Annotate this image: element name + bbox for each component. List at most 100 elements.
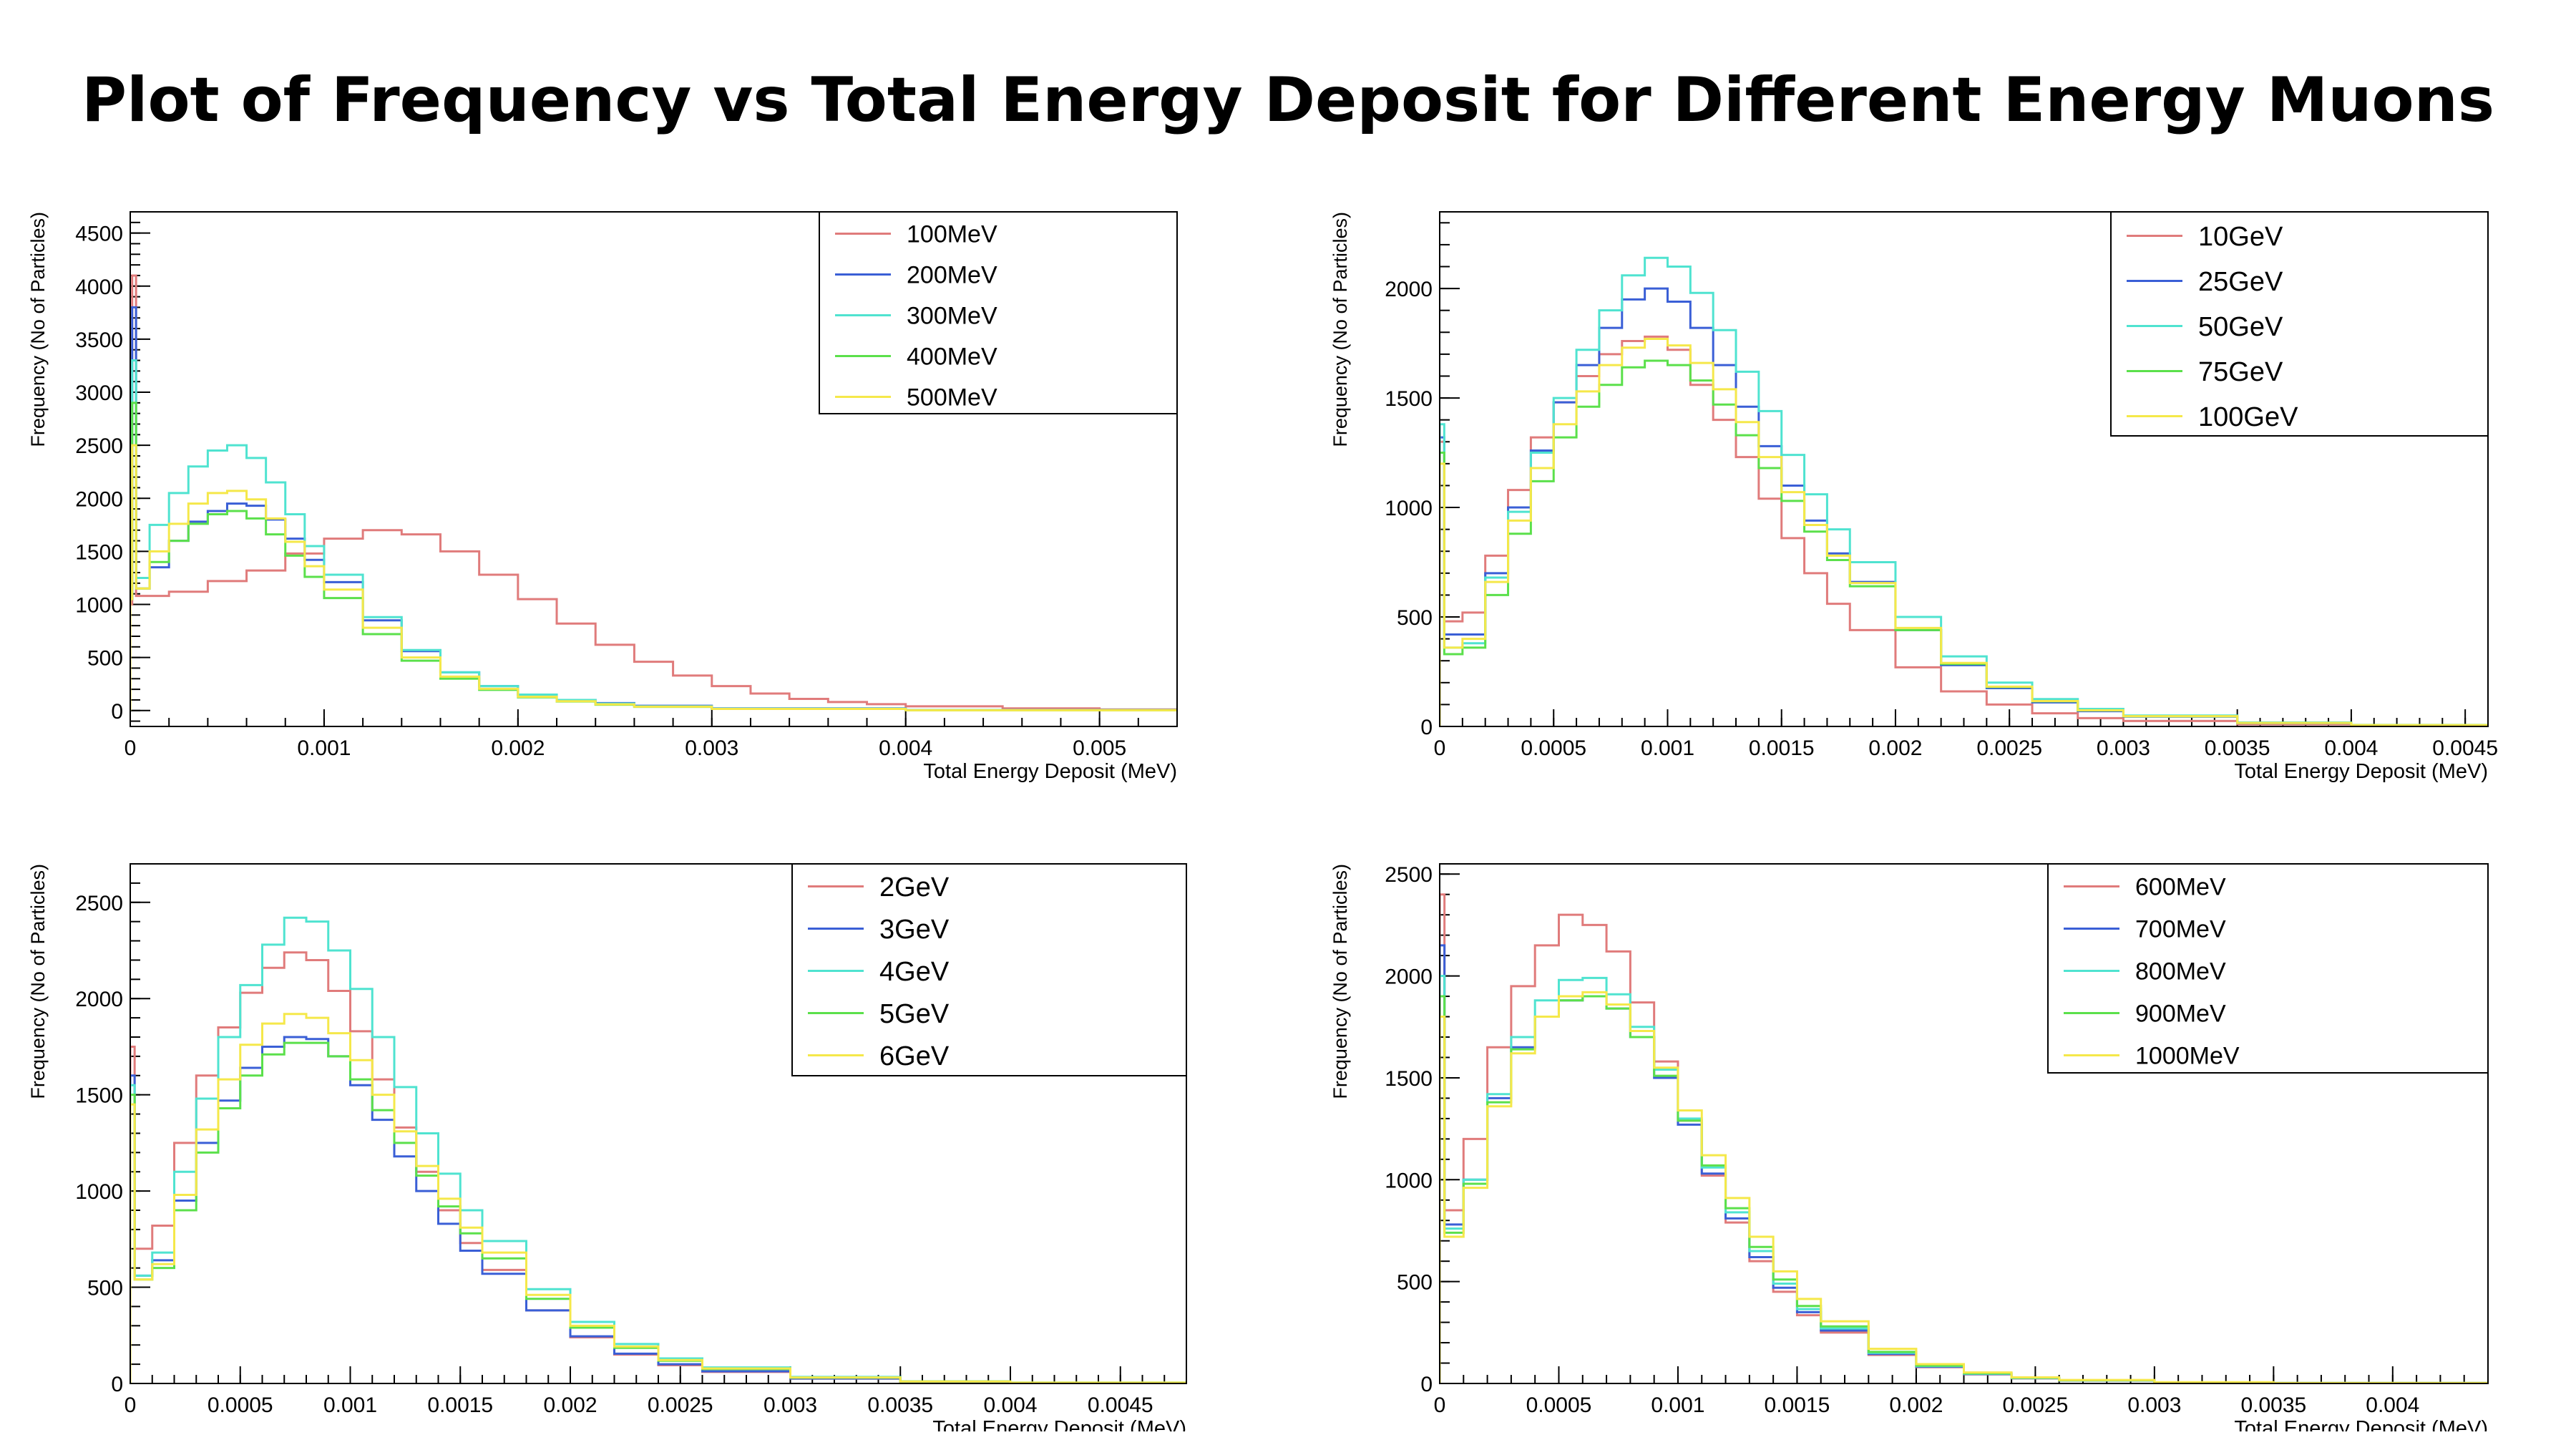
legend-box (2047, 863, 2489, 1074)
x-tick-label: 0.001 (297, 736, 351, 760)
legend-label: 100MeV (907, 220, 997, 248)
plot-frame (130, 211, 1178, 727)
legend-box (2110, 211, 2489, 437)
x-axis-label: Total Energy Deposit (MeV) (923, 760, 1177, 783)
chart-panel-3: 0 500 1000 1500 2000 2500 0 0.0005 0.001 0.0015 0.… (0, 845, 1216, 1435)
y-tick-label: 2500 (75, 434, 123, 458)
legend-label: 300MeV (907, 302, 997, 329)
x-tick-label: 0.004 (983, 1393, 1037, 1417)
y-tick-label: 2500 (75, 892, 123, 915)
x-tick-label: 0.005 (1073, 736, 1126, 760)
x-tick-label: 0.001 (1651, 1393, 1704, 1417)
x-tick-label: 0.0005 (208, 1393, 273, 1417)
y-tick-label: 3500 (75, 329, 123, 352)
histogram-chart: 0 500 1000 1500 2000 0 0.0005 0.001 0.0015 0.002 0… (1330, 211, 2498, 783)
y-tick-label: 1500 (75, 540, 123, 564)
series-line-1000MeV (1440, 991, 2488, 1383)
legend-label: 800MeV (2135, 958, 2226, 985)
x-axis-label: Total Energy Deposit (MeV) (932, 1417, 1186, 1431)
legend-label: 10GeV (2198, 222, 2283, 252)
legend-label: 2GeV (879, 872, 950, 903)
y-tick-label: 500 (1397, 606, 1433, 630)
histogram-chart: 0 500 1000 1500 2000 2500 3000 3500 4000 4500 0 0.0… (27, 211, 1178, 783)
y-tick-label: 2000 (75, 988, 123, 1011)
x-tick-label: 0.0025 (2003, 1393, 2069, 1417)
plot-frame (130, 863, 1187, 1384)
x-tick-label: 0.001 (323, 1393, 377, 1417)
legend-label: 3GeV (879, 915, 950, 945)
y-tick-label: 1500 (75, 1084, 123, 1108)
legend-label: 200MeV (907, 261, 997, 288)
legend-label: 5GeV (879, 999, 950, 1029)
plot-frame (1439, 863, 2489, 1384)
x-tick-label: 0.004 (2366, 1393, 2419, 1417)
x-tick-label: 0.002 (491, 736, 545, 760)
y-tick-label: 3000 (75, 381, 123, 405)
series-line-5GeV (130, 1041, 1186, 1383)
x-tick-label: 0.0005 (1526, 1393, 1592, 1417)
y-tick-label: 500 (1397, 1271, 1433, 1295)
x-tick-label: 0.002 (1868, 736, 1922, 760)
x-tick-label: 0.0015 (1765, 1393, 1830, 1417)
x-tick-label: 0.0025 (1976, 736, 2042, 760)
series-line-100GeV (1440, 337, 2488, 726)
x-tick-label: 0.003 (2097, 736, 2150, 760)
histogram-chart: 0 500 1000 1500 2000 2500 0 0.0005 0.001 0.0015 0.… (27, 863, 1187, 1435)
legend-label: 500MeV (907, 384, 997, 411)
x-tick-label: 0.002 (1889, 1393, 1943, 1417)
y-tick-label: 0 (1420, 716, 1433, 739)
x-tick-label: 0.0045 (2432, 736, 2498, 760)
series-line-50GeV (1440, 256, 2488, 726)
y-tick-label: 1000 (1385, 1169, 1433, 1192)
y-tick-label: 2500 (1385, 863, 1433, 887)
x-tick-label: 0.003 (763, 1393, 817, 1417)
x-tick-label: 0.003 (2127, 1393, 2181, 1417)
x-tick-label: 0.0025 (648, 1393, 713, 1417)
chart-panel-2: 0 500 1000 1500 2000 0 0.0005 0.001 0.0015 0.002 0… (1302, 193, 2576, 787)
legend-label: 4GeV (879, 957, 950, 987)
x-tick-label: 0.0015 (427, 1393, 493, 1417)
y-tick-label: 0 (1420, 1373, 1433, 1396)
legend-label: 100GeV (2198, 402, 2298, 432)
x-tick-label: 0.001 (1641, 736, 1694, 760)
legend-label: 900MeV (2135, 1000, 2226, 1027)
series-line-400MeV (130, 402, 1177, 711)
legend-label: 50GeV (2198, 312, 2283, 342)
legend-label: 700MeV (2135, 915, 2226, 943)
y-tick-label: 2000 (1385, 965, 1433, 989)
x-tick-label: 0.0035 (2240, 1393, 2306, 1417)
legend-label: 600MeV (2135, 873, 2226, 900)
x-axis-label: Total Energy Deposit (MeV) (2234, 1417, 2488, 1431)
chart-panel-1: 0 500 1000 1500 2000 2500 3000 3500 4000 4500 0 0.0… (0, 193, 1216, 787)
x-tick-label: 0 (125, 1393, 137, 1417)
x-tick-label: 0.004 (2324, 736, 2378, 760)
y-tick-label: 1500 (1385, 1067, 1433, 1091)
y-tick-label: 1000 (1385, 497, 1433, 520)
x-tick-label: 0.004 (879, 736, 932, 760)
plot-frame (1439, 211, 2489, 727)
y-tick-label: 1500 (1385, 387, 1433, 411)
y-tick-label: 500 (87, 1277, 123, 1300)
y-tick-label: 1000 (75, 1180, 123, 1204)
x-tick-label: 0.0035 (867, 1393, 933, 1417)
y-tick-label: 500 (87, 647, 123, 671)
y-axis-label: Frequency (No of Particles) (1330, 212, 1351, 447)
x-tick-label: 0.003 (685, 736, 738, 760)
y-tick-label: 4000 (75, 276, 123, 299)
y-axis-label: Frequency (No of Particles) (27, 212, 49, 447)
x-tick-label: 0.0005 (1521, 736, 1586, 760)
y-tick-label: 2000 (1385, 278, 1433, 301)
series-line-6GeV (130, 1013, 1186, 1383)
legend-label: 75GeV (2198, 357, 2283, 387)
series-line-500MeV (130, 444, 1177, 711)
x-tick-label: 0.002 (543, 1393, 597, 1417)
x-tick-label: 0 (125, 736, 137, 760)
x-tick-label: 0 (1434, 1393, 1446, 1417)
series-line-3GeV (130, 1036, 1186, 1383)
y-axis-label: Frequency (No of Particles) (27, 864, 49, 1099)
legend-label: 1000MeV (2135, 1042, 2240, 1069)
legend-label: 25GeV (2198, 267, 2283, 297)
legend-label: 400MeV (907, 343, 997, 370)
legend-label: 6GeV (879, 1041, 950, 1071)
page-title: Plot of Frequency vs Total Energy Deposi… (81, 64, 2495, 136)
